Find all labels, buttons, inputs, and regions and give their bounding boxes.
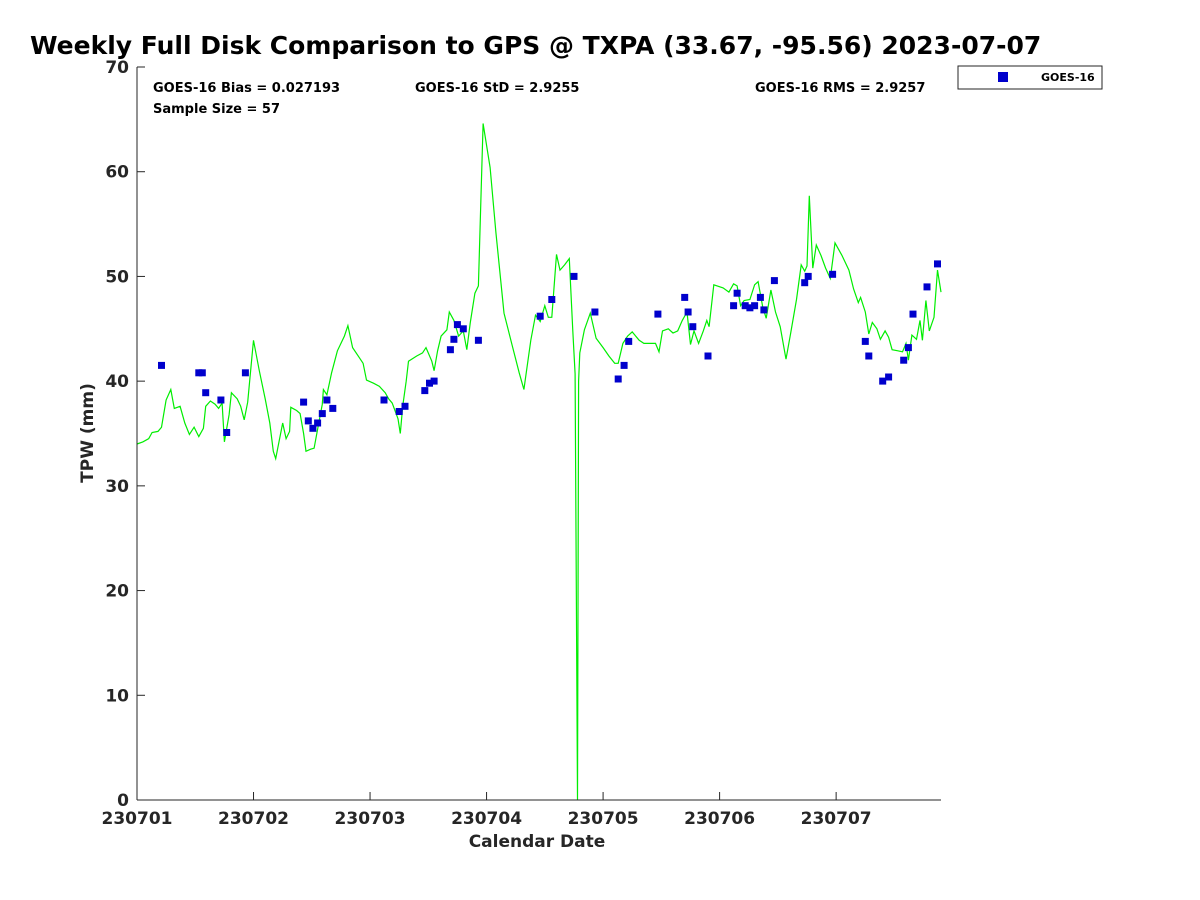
data-point-goes16 (934, 260, 941, 268)
data-point-goes16 (681, 293, 689, 301)
data-point-goes16 (923, 283, 931, 291)
data-point-goes16 (198, 369, 206, 377)
data-point-goes16 (865, 352, 873, 360)
series-layer (136, 123, 942, 801)
data-point-goes16 (314, 419, 322, 427)
data-point-goes16 (614, 375, 622, 383)
data-point-goes16 (741, 302, 749, 310)
x-axis-label: Calendar Date (469, 832, 606, 852)
data-point-goes16 (401, 402, 409, 410)
x-tick-label: 230704 (451, 809, 522, 829)
x-tick-label: 230707 (801, 809, 872, 829)
data-point-goes16 (885, 373, 893, 381)
y-tick-label: 0 (117, 791, 129, 811)
axes-background (137, 67, 941, 800)
data-point-goes16 (300, 398, 308, 406)
data-point-goes16 (329, 404, 337, 412)
bias-stat: GOES-16 Bias = 0.027193 (153, 81, 340, 96)
y-axis-ticks: 0 10 20 30 40 50 60 70 (105, 58, 145, 811)
data-point-goes16 (241, 369, 249, 377)
data-point-goes16 (453, 321, 461, 329)
legend-marker-goes16 (998, 72, 1008, 82)
data-point-goes16 (450, 335, 458, 343)
data-point-goes16 (318, 410, 326, 418)
data-point-goes16 (900, 356, 908, 364)
data-point-goes16 (548, 296, 556, 303)
chart-title: Weekly Full Disk Comparison to GPS @ TXP… (30, 31, 1041, 60)
data-point-goes16 (684, 308, 692, 316)
y-tick-label: 40 (105, 372, 129, 392)
std-stat: GOES-16 StD = 2.9255 (415, 81, 579, 96)
x-tick-label: 230705 (568, 809, 639, 829)
y-tick-label: 10 (105, 686, 129, 706)
y-tick-label: 20 (105, 582, 129, 602)
data-point-goes16 (430, 377, 438, 385)
x-tick-label: 230706 (684, 809, 755, 829)
y-axis-label: TPW (mm) (78, 383, 98, 483)
data-point-goes16 (733, 289, 741, 297)
data-point-goes16 (217, 396, 225, 404)
data-point-goes16 (751, 302, 759, 310)
data-point-goes16 (202, 389, 210, 397)
data-point-goes16 (801, 279, 809, 287)
data-point-goes16 (426, 379, 433, 387)
data-point-goes16 (223, 429, 231, 436)
data-point-goes16 (879, 377, 887, 385)
data-point-goes16 (829, 270, 837, 278)
x-tick-label: 230703 (335, 809, 406, 829)
data-point-goes16 (309, 424, 317, 432)
data-point-goes16 (730, 302, 738, 310)
data-point-goes16 (304, 417, 312, 425)
plot-area: 0 10 20 30 40 50 60 70 230701 230702 230703 230704… (102, 58, 942, 829)
x-tick-label: 230702 (218, 809, 289, 829)
data-point-goes16 (459, 325, 467, 333)
data-point-goes16 (536, 312, 544, 320)
data-point-goes16 (395, 408, 403, 415)
data-point-goes16 (746, 304, 754, 312)
data-point-goes16 (625, 337, 633, 345)
legend: GOES-16 (957, 65, 1103, 90)
rms-stat: GOES-16 RMS = 2.9257 (755, 81, 925, 96)
x-axis-ticks: 230701 230702 230703 230704 230705 230706 2307… (102, 792, 872, 829)
data-point-goes16 (770, 277, 778, 285)
y-tick-label: 50 (105, 267, 129, 287)
data-point-goes16 (756, 293, 764, 301)
sample-size-stat: Sample Size = 57 (153, 102, 280, 117)
data-point-goes16 (474, 336, 482, 344)
data-point-goes16 (323, 396, 331, 404)
legend-box (957, 65, 1103, 90)
y-tick-label: 60 (105, 163, 129, 183)
data-point-goes16 (380, 396, 388, 404)
data-point-goes16 (904, 344, 912, 352)
data-point-goes16 (861, 337, 869, 345)
data-point-goes16 (446, 346, 454, 354)
data-point-goes16 (570, 272, 578, 280)
data-point-goes16 (158, 361, 165, 369)
data-point-goes16 (591, 308, 599, 316)
y-tick-label: 70 (105, 58, 129, 78)
y-tick-label: 30 (105, 477, 129, 497)
data-point-goes16 (689, 323, 697, 331)
legend-label-goes16: GOES-16 (1041, 71, 1095, 84)
x-tick-label: 230701 (102, 809, 173, 829)
data-point-goes16 (654, 310, 662, 318)
data-point-goes16 (620, 361, 628, 369)
data-point-goes16 (421, 387, 429, 395)
data-point-goes16 (704, 352, 712, 360)
data-point-goes16 (909, 310, 917, 318)
data-point-goes16 (804, 272, 812, 280)
data-point-goes16 (760, 306, 768, 314)
